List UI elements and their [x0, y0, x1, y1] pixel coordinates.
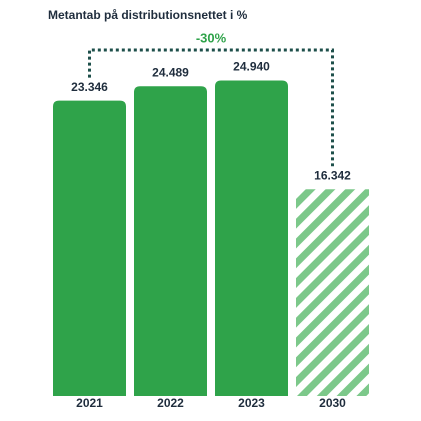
x-tick-label: 2022 — [157, 396, 184, 410]
x-tick-label: 2030 — [319, 396, 346, 410]
x-tick-label: 2021 — [76, 396, 103, 410]
bar — [134, 86, 207, 397]
x-tick-label: 2023 — [238, 396, 265, 410]
change-annotation: -30% — [196, 30, 227, 45]
value-label: 24.940 — [233, 60, 270, 74]
change-bracket — [88, 48, 334, 167]
value-label: 16.342 — [314, 168, 351, 182]
bar — [215, 80, 288, 396]
chart-title: Metantab på distributionsnettet i % — [48, 8, 248, 22]
bar — [53, 100, 126, 397]
value-label: 24.489 — [152, 65, 189, 79]
value-label: 23.346 — [71, 80, 108, 94]
bar — [296, 189, 369, 396]
